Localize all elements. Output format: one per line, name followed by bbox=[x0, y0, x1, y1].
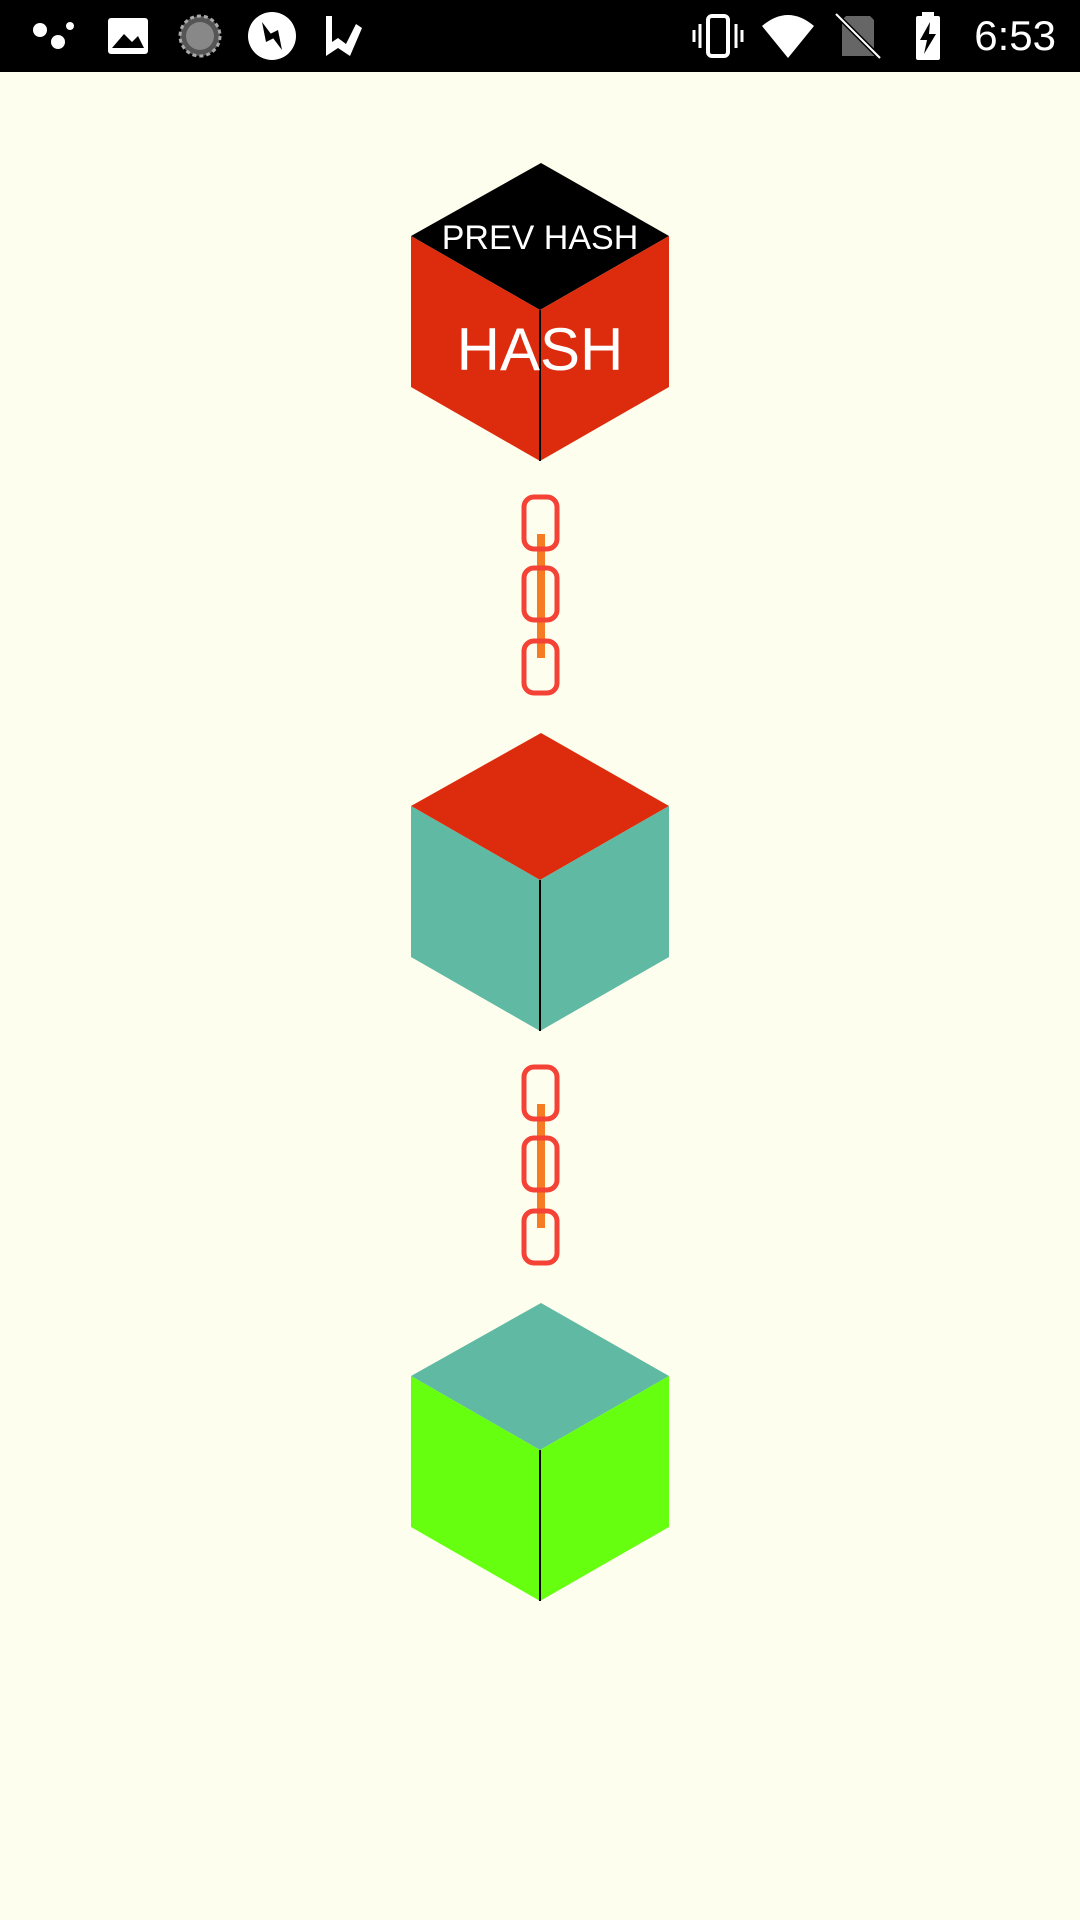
chain-2-link-top bbox=[521, 1064, 560, 1122]
block-1-left-face bbox=[411, 236, 540, 461]
status-bar: 6:53 bbox=[0, 0, 1080, 72]
block-1-right-face bbox=[540, 236, 669, 461]
block-1-prev-hash-label: PREV HASH bbox=[442, 219, 639, 257]
loading-spinner-icon bbox=[172, 8, 228, 64]
block-3-right-face bbox=[540, 1376, 669, 1601]
block-3-left-face bbox=[411, 1376, 540, 1601]
chain-1-link-bottom bbox=[521, 638, 560, 696]
chain-link-2 bbox=[521, 1064, 560, 1266]
status-right-icons: 6:53 bbox=[690, 8, 1056, 64]
wifi-icon bbox=[760, 8, 816, 64]
status-clock: 6:53 bbox=[974, 12, 1056, 59]
block-3-cube[interactable] bbox=[411, 1303, 669, 1601]
status-left-icons bbox=[28, 8, 388, 64]
chain-1-link-middle bbox=[521, 565, 560, 623]
block-2-top-face bbox=[411, 733, 669, 880]
block-1-hash-label: HASH bbox=[457, 316, 624, 383]
sync-icon bbox=[244, 8, 300, 64]
image-icon bbox=[100, 8, 156, 64]
notification-dots-icon bbox=[28, 8, 84, 64]
task-check-icon bbox=[316, 8, 372, 64]
blockchain-scene: PREV HASH HASH bbox=[411, 163, 669, 1601]
no-sim-icon bbox=[830, 8, 886, 64]
block-3-top-face bbox=[411, 1303, 669, 1450]
battery-charging-icon bbox=[900, 8, 956, 64]
block-2-left-face bbox=[411, 806, 540, 1031]
block-1-top-face bbox=[411, 163, 669, 310]
blockchain-canvas: PREV HASH HASH bbox=[0, 72, 1080, 1920]
chain-2-link-middle bbox=[521, 1135, 560, 1193]
block-2-cube[interactable] bbox=[411, 733, 669, 1031]
chain-2-link-bottom bbox=[521, 1208, 560, 1266]
chain-1-link-top bbox=[521, 494, 560, 552]
block-1-cube[interactable]: PREV HASH HASH bbox=[411, 163, 669, 461]
block-2-right-face bbox=[540, 806, 669, 1031]
chain-link-1 bbox=[521, 494, 560, 696]
vibrate-icon bbox=[690, 8, 746, 64]
